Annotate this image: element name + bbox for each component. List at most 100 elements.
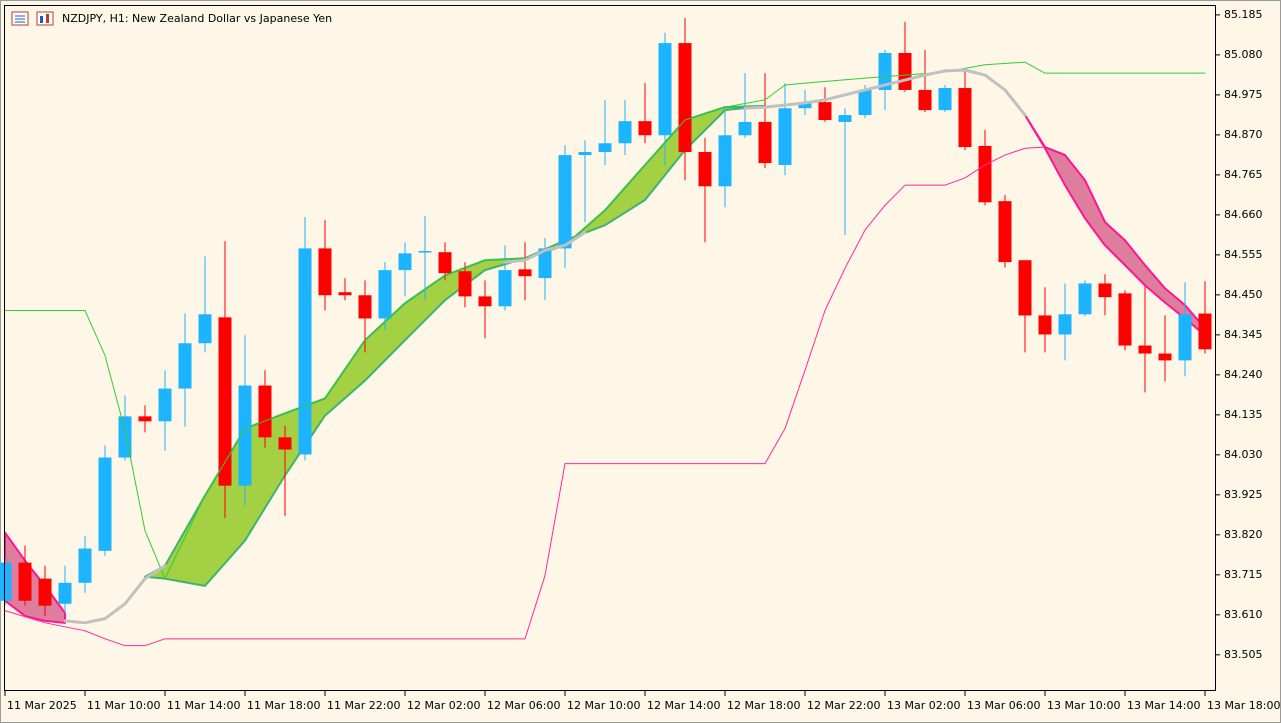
- candle-body: [38, 578, 52, 606]
- y-tick-label: 84.345: [1224, 328, 1263, 341]
- y-tick-label: 84.870: [1224, 128, 1263, 141]
- candle-body: [298, 248, 312, 455]
- x-tick-label: 11 Mar 10:00: [87, 699, 160, 712]
- candle-body: [1158, 353, 1172, 361]
- candle-body: [78, 548, 92, 583]
- x-tick-label: 12 Mar 22:00: [807, 699, 880, 712]
- x-tick-label: 12 Mar 18:00: [727, 699, 800, 712]
- x-tick-label: 11 Mar 22:00: [327, 699, 400, 712]
- candle-body: [1018, 260, 1032, 316]
- candle-body: [638, 121, 652, 136]
- candle-body: [0, 562, 12, 601]
- candle-body: [158, 388, 172, 422]
- candle-body: [998, 201, 1012, 263]
- candle-body: [818, 102, 832, 121]
- candle-body: [698, 152, 712, 187]
- candle-body: [598, 143, 612, 153]
- x-tick-label: 13 Mar 02:00: [887, 699, 960, 712]
- indicator-line: [743, 68, 1027, 117]
- candle-body: [918, 89, 932, 111]
- candle-body: [838, 115, 852, 122]
- y-tick-label: 85.185: [1224, 8, 1263, 21]
- candle-body: [738, 121, 752, 136]
- candle-body: [958, 88, 972, 148]
- candle-body: [518, 269, 532, 277]
- candle-body: [1198, 313, 1212, 350]
- candle-body: [938, 88, 952, 111]
- y-tick-label: 84.240: [1224, 368, 1263, 381]
- icon-bar: [40, 16, 43, 23]
- candle-body: [618, 121, 632, 144]
- candle-body: [58, 582, 72, 604]
- icon: [36, 11, 54, 26]
- candle-body: [538, 248, 552, 279]
- candle-body: [258, 385, 272, 438]
- plot-frame: [4, 5, 1216, 691]
- x-tick-label: 11 Mar 18:00: [247, 699, 320, 712]
- candle-body: [1058, 314, 1072, 335]
- candle-body: [358, 295, 372, 319]
- candle-body: [438, 252, 452, 274]
- candle-body: [578, 152, 592, 156]
- y-tick-label: 83.505: [1224, 648, 1263, 661]
- candle-body: [338, 292, 352, 296]
- candle-body: [418, 251, 432, 253]
- y-tick-label: 85.080: [1224, 48, 1263, 61]
- candle-body: [778, 108, 792, 165]
- candle-body: [658, 43, 672, 136]
- x-tick-label: 12 Mar 10:00: [567, 699, 640, 712]
- candle-body: [378, 270, 392, 319]
- y-tick-label: 83.715: [1224, 568, 1263, 581]
- x-tick-label: 13 Mar 18:00: [1207, 699, 1280, 712]
- y-tick-label: 84.765: [1224, 168, 1263, 181]
- y-tick-label: 83.610: [1224, 608, 1263, 621]
- candle-body: [218, 317, 232, 486]
- x-tick-label: 12 Mar 14:00: [647, 699, 720, 712]
- candle-body: [1098, 283, 1112, 298]
- candle-body: [478, 296, 492, 307]
- x-tick-label: 11 Mar 14:00: [167, 699, 240, 712]
- candle-body: [458, 271, 472, 297]
- axes-layer: 85.185 85.080 84.975 84.870 84.765 84.660 84.5…: [4, 8, 1280, 712]
- x-tick-label: 13 Mar 14:00: [1127, 699, 1200, 712]
- y-tick-label: 83.820: [1224, 528, 1263, 541]
- x-tick-label: 13 Mar 06:00: [967, 699, 1040, 712]
- candle-body: [1078, 283, 1092, 315]
- indicator-line: [4, 146, 1046, 647]
- candle-body: [878, 52, 892, 90]
- candle-body: [798, 102, 812, 109]
- x-tick-label: 11 Mar 2025: [7, 699, 77, 712]
- y-tick-label: 84.030: [1224, 448, 1263, 461]
- x-tick-label: 13 Mar 10:00: [1047, 699, 1120, 712]
- y-tick-label: 84.450: [1224, 288, 1263, 301]
- candle-body: [1178, 314, 1192, 361]
- candle-body: [318, 248, 332, 296]
- y-tick-label: 84.555: [1224, 248, 1263, 261]
- y-tick-label: 84.135: [1224, 408, 1263, 421]
- candle-body: [98, 457, 112, 551]
- candle-body: [678, 43, 692, 153]
- candle-body: [558, 155, 572, 249]
- lines-layer: [4, 61, 1206, 647]
- candle-body: [398, 253, 412, 271]
- candle-body: [898, 52, 912, 90]
- y-tick-label: 84.975: [1224, 88, 1263, 101]
- candle-body: [238, 385, 252, 486]
- candle-body: [758, 121, 772, 164]
- candle-body: [1138, 345, 1152, 354]
- chart-title: NZDJPY, H1: New Zealand Dollar vs Japane…: [62, 12, 332, 25]
- candle-body: [178, 343, 192, 389]
- x-tick-label: 12 Mar 02:00: [407, 699, 480, 712]
- y-tick-label: 84.660: [1224, 208, 1263, 221]
- candle-body: [498, 270, 512, 307]
- icon-bar: [46, 14, 49, 23]
- candle-body: [278, 437, 292, 450]
- candle-body: [858, 89, 872, 116]
- candle-body: [1118, 293, 1132, 346]
- candle-body: [198, 314, 212, 344]
- x-tick-label: 12 Mar 06:00: [487, 699, 560, 712]
- y-tick-label: 83.925: [1224, 488, 1263, 501]
